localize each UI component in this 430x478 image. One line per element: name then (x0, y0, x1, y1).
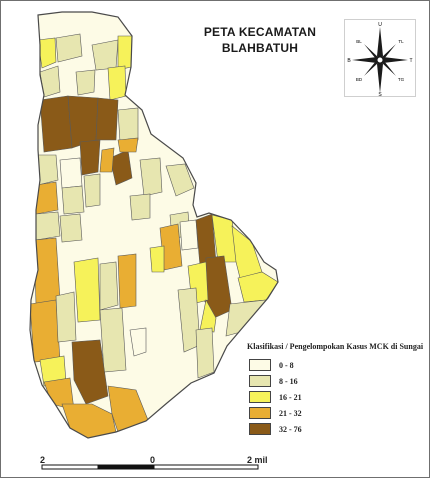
village-area (59, 157, 83, 189)
village-area (55, 291, 77, 343)
village-area (117, 137, 139, 153)
scale-label-middle: 0 (150, 455, 156, 465)
compass-northeast: TL (398, 39, 404, 44)
compass-northwest: BL (356, 39, 362, 44)
village-area (139, 157, 163, 197)
village-area (73, 257, 101, 323)
legend-label: 8 - 16 (279, 376, 298, 386)
village-area (129, 327, 147, 357)
legend-label: 16 - 21 (279, 392, 302, 402)
legend-label: 32 - 76 (279, 424, 302, 434)
compass-east: T (409, 58, 412, 64)
legend-title: Klasifikasi / Pengelompokan Kasus MCK di… (247, 342, 424, 351)
legend-item: 32 - 76 (247, 421, 427, 437)
village-area (179, 219, 199, 251)
village-area (79, 139, 101, 176)
village-area (165, 163, 195, 197)
legend-swatch (249, 423, 271, 435)
village-area (67, 95, 99, 149)
compass-west: B (347, 58, 351, 64)
village-area (195, 327, 215, 379)
village-area (109, 149, 133, 186)
village-area (59, 213, 83, 243)
village-area (199, 299, 217, 333)
legend-item: 0 - 8 (247, 357, 427, 373)
village-area (117, 35, 133, 71)
scale-label-right: 2 mil (247, 455, 268, 465)
village-area (30, 299, 61, 363)
legend-label: 21 - 32 (279, 408, 302, 418)
compass-south: S (378, 92, 382, 97)
map-legend: Klasifikasi / Pengelompokan Kasus MCK di… (247, 342, 427, 437)
village-area (95, 97, 119, 141)
map-subtitle: BLAHBATUH (221, 41, 299, 55)
village-area (37, 37, 57, 69)
village-area (225, 299, 267, 337)
legend-item: 16 - 21 (247, 389, 427, 405)
village-area (99, 307, 127, 373)
village-area (99, 147, 115, 173)
legend-item: 8 - 16 (247, 373, 427, 389)
compass-southwest: BD (356, 77, 363, 82)
scale-bar (41, 464, 259, 470)
scale-label-left: 2 (40, 455, 46, 465)
legend-item: 21 - 32 (247, 405, 427, 421)
legend-swatch (249, 391, 271, 403)
village-area (39, 95, 73, 153)
village-area (75, 69, 96, 96)
legend-swatch (249, 375, 271, 387)
village-area (35, 211, 61, 241)
village-area (149, 245, 165, 273)
village-area (71, 339, 109, 405)
legend-swatch (249, 407, 271, 419)
village-area (117, 253, 137, 309)
village-area (117, 107, 139, 143)
village-area (83, 173, 101, 208)
village-area (107, 65, 127, 101)
village-area (55, 33, 83, 63)
village-area (99, 261, 119, 311)
compass-rose-icon: U S B T BL TL BD TG (344, 19, 416, 97)
village-area (129, 193, 151, 221)
village-area (61, 185, 85, 215)
village-area (91, 39, 119, 71)
compass-southeast: TG (398, 77, 405, 82)
map-title: PETA KECAMATAN (203, 25, 317, 39)
compass-north: U (378, 22, 382, 28)
legend-label: 0 - 8 (279, 360, 294, 370)
legend-swatch (249, 359, 271, 371)
